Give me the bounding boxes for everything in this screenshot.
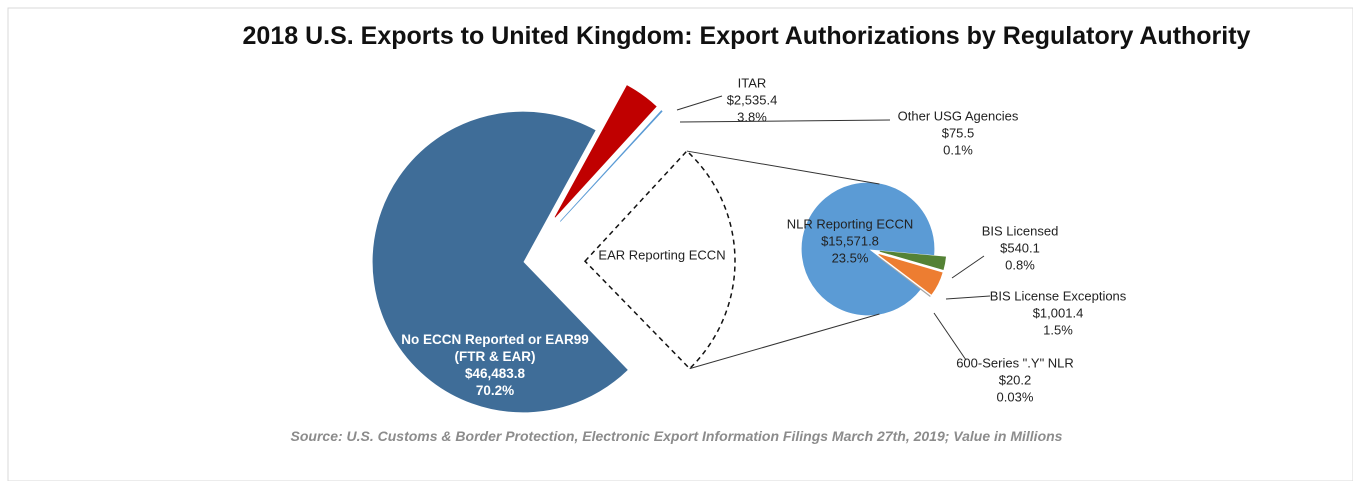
- data-label: BIS Licensed $540.1 0.8%: [982, 223, 1059, 274]
- chart-title: 2018 U.S. Exports to United Kingdom: Exp…: [242, 22, 1251, 50]
- label-line: 3.8%: [737, 109, 767, 125]
- leader-line: [676, 95, 723, 111]
- data-label: 600-Series ".Y" NLR $20.2 0.03%: [956, 355, 1074, 406]
- label-line: NLR Reporting ECCN: [786, 216, 914, 232]
- label-line: BIS Licensed: [981, 223, 1059, 239]
- label-line: EAR Reporting ECCN: [598, 247, 726, 263]
- pie-slice: [879, 250, 946, 271]
- data-label: Other USG Agencies $75.5 0.1%: [898, 108, 1019, 159]
- label-line: $75.5: [941, 125, 975, 141]
- label-line: 600-Series ".Y" NLR: [956, 355, 1074, 371]
- label-line: $540.1: [1000, 240, 1040, 256]
- group-slice: [583, 150, 736, 370]
- data-label: EAR Reporting ECCN: [598, 247, 725, 264]
- label-line: ITAR: [737, 75, 767, 91]
- frame: [7, 7, 1353, 481]
- pie-slice: [877, 255, 931, 297]
- leader-line: [933, 312, 967, 361]
- label-line: 0.1%: [943, 142, 973, 158]
- pie-slice: [372, 111, 628, 413]
- label-line: 23.5%: [831, 250, 869, 266]
- label-line: 70.2%: [475, 383, 515, 398]
- label-line: BIS License Exceptions: [989, 288, 1127, 304]
- source-note: Source: U.S. Customs & Border Protection…: [290, 428, 1063, 444]
- connector-line: [689, 313, 880, 370]
- label-line: 0.8%: [1005, 257, 1035, 273]
- leader-line: [679, 119, 891, 123]
- data-label: No ECCN Reported or EAR99 (FTR & EAR) $46…: [400, 331, 590, 399]
- label-line: $46,483.8: [464, 366, 526, 381]
- data-label: NLR Reporting ECCN $15,571.8 23.5%: [787, 216, 913, 267]
- label-line: 0.03%: [996, 389, 1034, 405]
- pie-slice: [801, 182, 935, 316]
- label-line: $20.2: [998, 372, 1032, 388]
- label-line: 1.5%: [1043, 322, 1073, 338]
- label-line: No ECCN Reported or EAR99 (FTR & EAR): [401, 332, 589, 364]
- label-line: $15,571.8: [821, 233, 879, 249]
- pie-slice: [554, 85, 657, 218]
- leader-line: [945, 295, 991, 300]
- data-label: BIS License Exceptions $1,001.4 1.5%: [990, 288, 1127, 339]
- label-line: $1,001.4: [1032, 305, 1084, 321]
- pie-slice: [878, 253, 943, 295]
- leader-line: [951, 255, 985, 279]
- connector-line: [686, 150, 880, 185]
- pie-slice: [559, 110, 663, 222]
- leader-lines: [676, 95, 991, 361]
- data-label: ITAR $2,535.4 3.8%: [727, 75, 778, 126]
- label-line: Other USG Agencies: [897, 108, 1019, 124]
- label-line: $2,535.4: [726, 92, 778, 108]
